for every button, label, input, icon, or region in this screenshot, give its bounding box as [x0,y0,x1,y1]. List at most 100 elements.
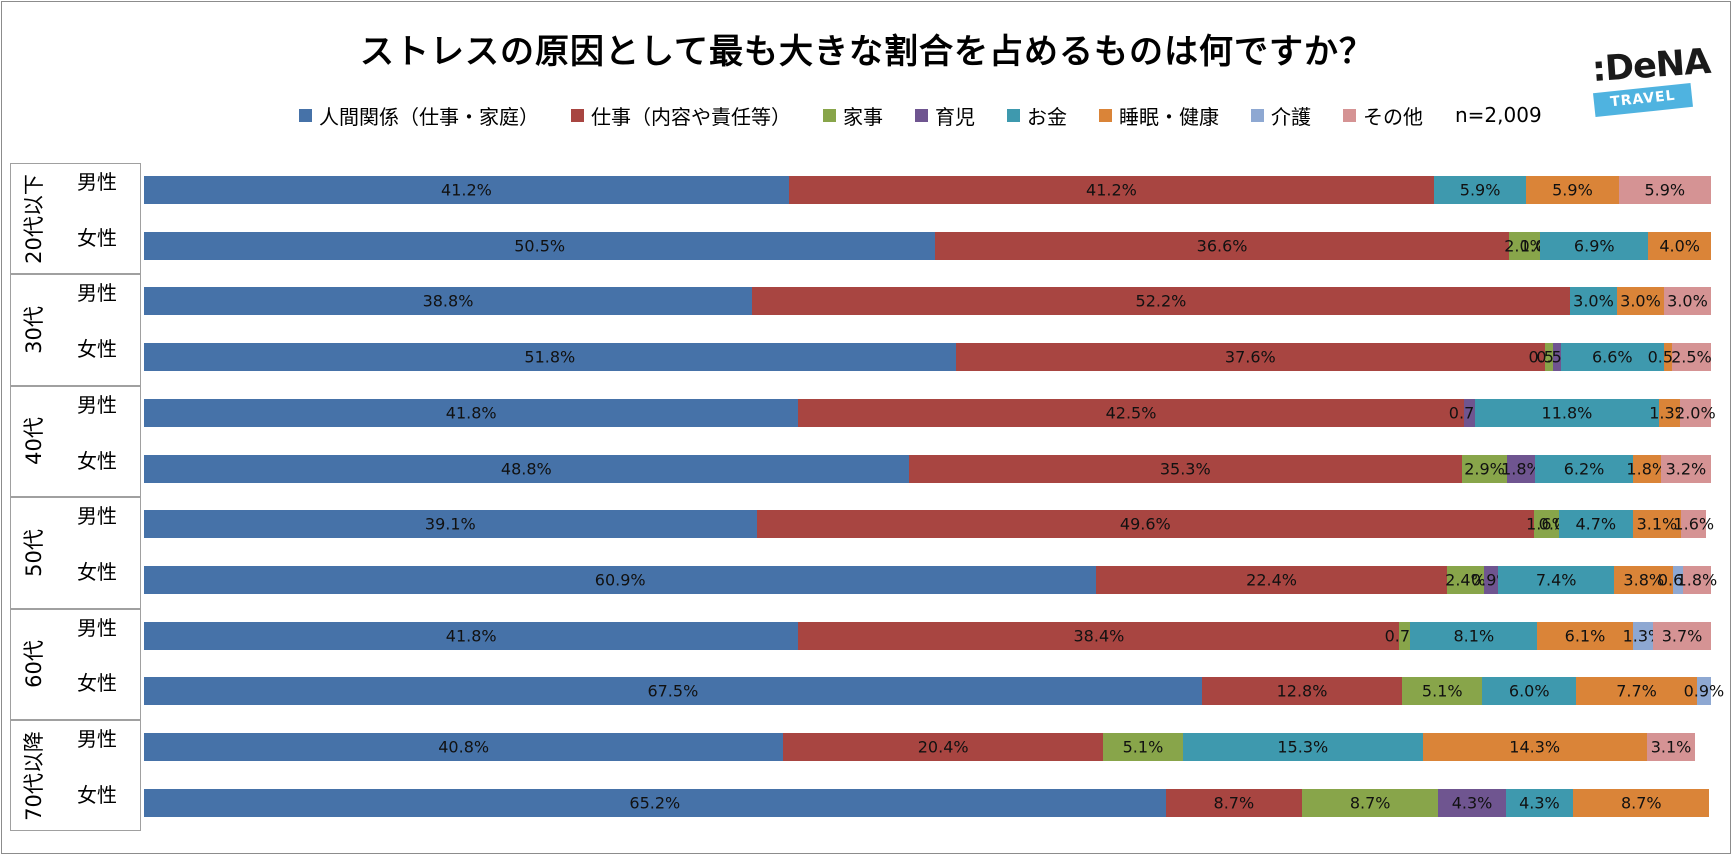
bar-segment [1482,677,1577,706]
bar-segment [1569,287,1617,316]
bar-segment [1540,231,1649,260]
bar-value-label: 67.5% [647,681,699,701]
legend-swatch [1343,108,1356,122]
bar-segment [1533,510,1559,539]
bar-value-label: 5.9% [1644,180,1686,200]
legend-label: お金 [1027,104,1067,129]
gender-label: 女性 [77,448,117,473]
bar-value-label: 3.7% [1661,626,1703,646]
bar-segment [1616,287,1664,316]
bar-segment [1537,621,1633,650]
bar-segment [1474,398,1660,427]
group-box [10,497,141,609]
bar-value-label: 1.6% [1673,514,1715,534]
bar-segment [144,621,799,650]
legend-swatch [1007,108,1020,122]
legend-label: 仕事（内容や責任等） [591,104,791,129]
bar-value-label: 39.1% [424,514,476,534]
bar-value-label: 2.9% [1464,459,1505,478]
bar-segment [935,231,1509,260]
bar-segment [1535,454,1633,483]
legend-label: 家事 [843,104,883,129]
bar-value-label: 65.2% [629,793,681,813]
bar-value-label: 6.2% [1563,459,1605,478]
bar-segment [1663,343,1672,372]
bar-value-label: 1.6% [1526,514,1567,534]
bar-value-label: 4.0% [1659,236,1700,256]
bar-segment [788,176,1434,204]
bar-segment [1402,677,1483,706]
legend-swatch [915,108,928,122]
bar-value-label: 20.4% [917,737,969,757]
gender-label: 男性 [77,727,117,751]
bar-value-label: 6.6% [1591,347,1633,367]
bar-value-label: 7.7% [1616,681,1657,701]
bar-segment [1505,788,1574,817]
bar-value-label: 49.6% [1119,514,1171,534]
group-box [10,163,141,275]
bar-segment [1433,176,1527,204]
gender-label: 女性 [77,337,117,362]
bar-value-label: 2.0% [1504,236,1545,256]
bar-segment [1576,677,1697,706]
bar-value-label: 41.2% [441,180,492,200]
bar-value-label: 11.8% [1541,403,1593,423]
age-group-text: 60代 [22,640,47,689]
bar-segment [1632,621,1654,650]
age-group-label: 40代 [13,386,53,497]
legend-item: 介護 [1251,101,1311,130]
legend-swatch [571,108,584,122]
bar-value-label: 5.1% [1122,737,1164,757]
bar-segment [1302,788,1439,817]
bar-value-label: 1.8% [1626,459,1668,478]
bar-value-label: 3.8% [1623,570,1665,590]
bar-value-label: 40.8% [438,737,490,757]
bar-segment [144,733,784,761]
bar-segment [798,621,1400,650]
bar-segment [1507,454,1536,483]
bar-segment [1552,343,1561,372]
bar-value-label: 3.1% [1636,514,1678,534]
age-group-text: 30代 [22,306,47,354]
bar-segment [1653,621,1711,650]
bar-value-label: 6.1% [1564,626,1606,646]
legend-item: 家事 [823,101,883,130]
bar-segment [1671,343,1711,372]
bar-segment [144,510,757,539]
bar-segment [955,343,1545,372]
bar-segment [144,343,956,372]
chart-title: ストレスの原因として最も大きな割合を占めるものは何ですか？ [360,32,1374,72]
bar-segment [1682,565,1711,594]
bar-segment [1498,565,1615,594]
age-group-label: 20代以下 [13,163,53,274]
bar-segment [1526,176,1619,204]
age-group-label: 30代 [13,274,53,385]
bar-value-label: 60.9% [594,570,646,590]
age-group-label: 60代 [13,609,53,720]
bar-segment [1632,454,1661,483]
bar-segment [1484,565,1499,594]
legend-label: 睡眠・健康 [1119,104,1219,129]
bar-segment [1446,565,1485,594]
bar-value-label: 0.9% [1683,681,1725,701]
gender-label: 男性 [77,170,117,194]
bar-segment [144,788,1166,817]
bar-value-label: 3.0% [1573,291,1614,311]
bar-segment [1659,398,1680,427]
bar-segment [1696,677,1711,706]
bar-value-label: 8.7% [1349,793,1391,813]
bar-value-label: 5.9% [1552,180,1593,200]
gender-label: 女性 [77,671,117,696]
legend-swatch [823,108,836,122]
legend: 人間関係（仕事・家庭） 仕事（内容や責任等） 家事 育児 お金 睡眠・健康 介護 その他 n=2… [299,100,1542,130]
bar-segment [1103,733,1183,761]
gender-label: 男性 [77,281,117,306]
bar-value-label: 41.2% [1086,180,1137,200]
bar-segment [144,287,752,316]
legend-label: 育児 [935,104,975,129]
bar-segment [908,454,1462,483]
group-box [10,608,141,720]
bar-value-label: 1.8% [1501,459,1542,478]
bar-segment [1646,733,1696,761]
